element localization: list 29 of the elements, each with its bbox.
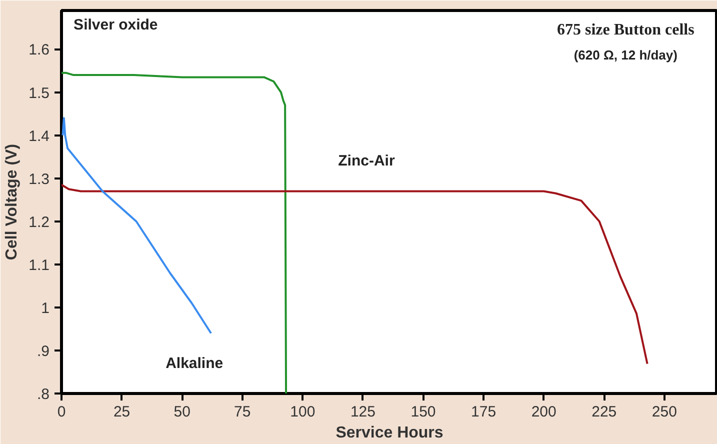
line-series — [62, 117, 212, 334]
x-tick-label: 175 — [471, 404, 496, 420]
text: 675 size Button cells — [557, 22, 694, 38]
x-tick-label: 100 — [290, 404, 316, 420]
text: (620 Ω, 12 h/day) — [574, 48, 678, 62]
x-tick-label: 125 — [350, 404, 376, 420]
x-tick-label: 250 — [652, 404, 677, 420]
series-label: Zinc-Air — [338, 152, 395, 170]
y-tick-label: 1.2 — [28, 214, 50, 231]
y-tick-label: 1 — [41, 300, 50, 317]
x-tick-label: 150 — [410, 404, 436, 420]
y-tick-label: 1.6 — [28, 42, 50, 59]
y-tick-label: 1.3 — [28, 170, 50, 188]
x-tick-label: 25 — [113, 404, 130, 420]
series-label: Alkaline — [166, 354, 224, 372]
x-axis-title: Service Hours — [336, 424, 444, 442]
y-tick-label: 1.4 — [28, 128, 50, 145]
x-tick-label: 0 — [57, 404, 66, 420]
y-tick-label: .8 — [36, 386, 50, 403]
line-series — [62, 72, 288, 394]
text: Silver oxide — [74, 16, 158, 34]
y-tick-label: 1.1 — [28, 256, 50, 274]
x-tick-label: 200 — [531, 404, 556, 420]
x-tick-label: 75 — [234, 404, 251, 420]
x-tick-label: 225 — [592, 404, 617, 420]
x-tick-label: 50 — [174, 404, 190, 420]
y-tick-label: .9 — [36, 342, 50, 360]
y-tick-label: 1.5 — [28, 84, 50, 102]
y-axis-title: Cell Voltage (V) — [4, 144, 21, 260]
